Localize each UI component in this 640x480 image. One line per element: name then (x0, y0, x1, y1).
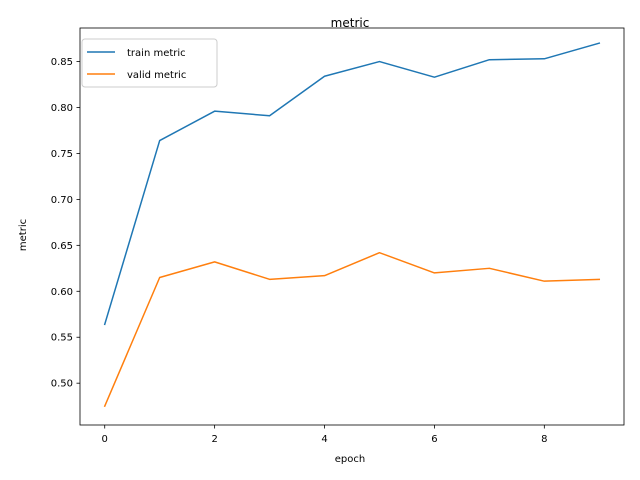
y-tick-label: 0.70 (51, 195, 73, 206)
x-axis-title: epoch (335, 454, 365, 465)
y-tick-label: 0.85 (51, 57, 73, 68)
legend-label-1: train metric (127, 48, 186, 59)
plot-area: 0 2 4 6 8 0.50 0.55 0.60 0.65 0.70 0.75 0.80 0.85 (51, 27, 625, 445)
y-tick-label: 0.65 (51, 241, 73, 252)
axes-frame (79, 27, 625, 426)
series-line-1 (103, 42, 601, 326)
x-tick-label: 0 (102, 434, 108, 445)
legend-box (81, 38, 218, 88)
x-tick-label: 4 (321, 434, 327, 445)
legend-label-2: valid metric (127, 70, 186, 81)
series-line-2 (103, 251, 601, 408)
y-tick-label: 0.80 (51, 103, 73, 114)
chart-title: metric (331, 16, 370, 30)
y-tick-label: 0.60 (51, 287, 73, 298)
y-axis-title: metric (18, 219, 29, 251)
y-tick-label: 0.55 (51, 333, 73, 344)
y-tick-label: 0.75 (51, 149, 73, 160)
x-tick-label: 8 (541, 434, 547, 445)
x-tick-label: 6 (431, 434, 437, 445)
legend: train metric valid metric (81, 38, 218, 88)
x-tick-label: 2 (211, 434, 217, 445)
y-tick-label: 0.50 (51, 379, 73, 390)
